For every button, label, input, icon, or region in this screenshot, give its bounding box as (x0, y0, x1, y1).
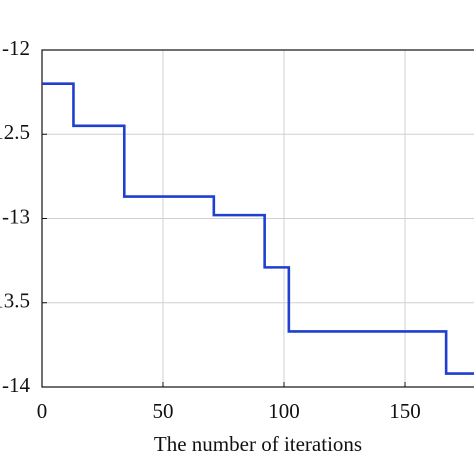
y-tick-label: -13 (2, 204, 30, 228)
x-tick-label: 100 (268, 399, 300, 423)
plot-frame (41, 49, 474, 388)
x-tick-label: 150 (389, 399, 421, 423)
y-tick-label: -12 (2, 36, 30, 60)
x-axis-label: The number of iterations (154, 432, 362, 456)
x-tick-label: 50 (153, 399, 174, 423)
y-tick-label: -14 (2, 373, 30, 397)
y-tick-label: -13.5 (0, 289, 30, 313)
x-tick-label: 0 (37, 399, 48, 423)
line-series (42, 82, 474, 375)
y-tick-label: -12.5 (0, 120, 30, 144)
